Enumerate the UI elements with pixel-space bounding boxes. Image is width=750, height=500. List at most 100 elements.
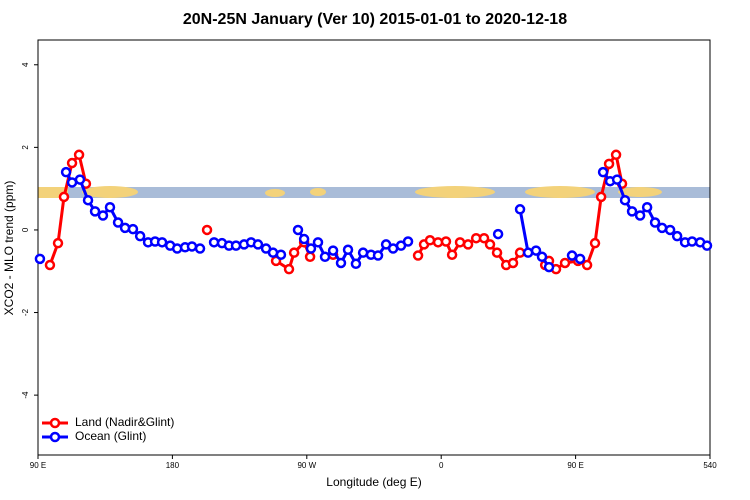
y-tick-label: -4 — [21, 391, 30, 399]
data-point — [462, 239, 474, 250]
data-point — [446, 249, 458, 260]
data-point — [327, 245, 339, 256]
data-point — [581, 259, 593, 271]
data-point — [610, 149, 622, 161]
ocean-band — [38, 187, 710, 198]
land-patch — [525, 186, 595, 198]
data-point — [559, 257, 571, 269]
data-point — [350, 258, 362, 270]
data-point — [595, 191, 607, 203]
data-point — [312, 237, 324, 248]
data-point — [507, 257, 519, 269]
data-point — [611, 174, 623, 185]
land-patch — [415, 186, 495, 198]
data-point — [671, 230, 683, 242]
data-point — [230, 240, 242, 251]
data-point — [104, 201, 116, 213]
x-tick-label: 90 W — [297, 461, 316, 470]
data-point — [440, 236, 452, 247]
data-point — [82, 194, 94, 206]
data-point — [664, 224, 676, 236]
data-point — [589, 237, 601, 249]
data-point — [34, 253, 46, 265]
legend-marker — [49, 417, 61, 429]
data-point — [491, 247, 503, 258]
data-point — [89, 206, 101, 217]
land-patch — [38, 187, 68, 198]
data-point — [656, 222, 668, 234]
chart-title: 20N-25N January (Ver 10) 2015-01-01 to 2… — [183, 11, 567, 28]
data-point — [112, 217, 124, 228]
data-point — [74, 174, 86, 185]
data-point — [514, 204, 526, 215]
data-point — [492, 228, 504, 240]
map-band — [38, 186, 710, 198]
series-line — [544, 151, 624, 272]
plot-frame — [37, 39, 711, 456]
data-point — [58, 191, 70, 203]
data-point — [156, 237, 168, 248]
data-point — [530, 245, 542, 256]
x-tick-label: 540 — [703, 461, 717, 470]
y-tick-label: 4 — [21, 62, 30, 67]
data-point — [44, 259, 56, 271]
data-point — [574, 253, 586, 265]
data-point — [412, 250, 424, 261]
data-point — [304, 251, 316, 263]
data-point — [603, 158, 615, 170]
data-point — [66, 157, 78, 169]
data-point — [342, 244, 354, 256]
x-axis-label: Longitude (deg E) — [326, 475, 421, 489]
data-point — [52, 237, 64, 249]
data-point — [597, 166, 609, 178]
y-tick-label: 0 — [21, 227, 30, 232]
x-tick-label: 90 E — [30, 461, 46, 470]
x-tick-label: 180 — [166, 461, 180, 470]
series — [34, 166, 713, 273]
data-point — [536, 251, 548, 263]
y-axis-label: XCO2 - MLO trend (ppm) — [2, 181, 16, 316]
x-tick-label: 0 — [439, 461, 444, 470]
land-patch — [310, 188, 326, 196]
data-point — [335, 257, 347, 269]
land-patch — [618, 187, 662, 197]
data-point — [127, 223, 139, 235]
data-point — [305, 243, 317, 254]
series — [44, 149, 628, 275]
data-point — [201, 224, 213, 236]
data-point — [514, 247, 526, 258]
data-point — [298, 233, 310, 245]
data-point — [60, 166, 72, 178]
land-patch — [82, 186, 138, 198]
data-point — [119, 222, 131, 234]
land-patch — [265, 189, 285, 197]
data-point — [288, 247, 300, 258]
data-point — [686, 236, 698, 247]
data-point — [402, 236, 414, 247]
data-point — [292, 224, 304, 236]
data-point — [484, 239, 496, 250]
data-point — [186, 241, 198, 252]
data-point — [424, 235, 436, 246]
y-tick-label: 2 — [21, 145, 30, 150]
y-tick-label: -2 — [21, 308, 30, 316]
data-point — [372, 250, 384, 261]
legend-label: Ocean (Glint) — [75, 429, 146, 443]
data-point — [701, 240, 713, 251]
data-point — [319, 251, 331, 263]
legend: Land (Nadir&Glint)Ocean (Glint) — [42, 415, 174, 443]
legend-label: Land (Nadir&Glint) — [75, 415, 174, 429]
data-point — [543, 261, 555, 273]
legend-marker — [49, 431, 61, 443]
data-point — [454, 237, 466, 248]
data-point — [97, 210, 109, 221]
data-point — [275, 249, 287, 260]
data-point — [634, 210, 646, 221]
data-point — [283, 263, 295, 275]
data-point — [566, 250, 578, 261]
data-point — [641, 201, 653, 213]
data-point — [619, 194, 631, 206]
data-point — [478, 232, 490, 244]
x-tick-label: 90 E — [567, 461, 583, 470]
